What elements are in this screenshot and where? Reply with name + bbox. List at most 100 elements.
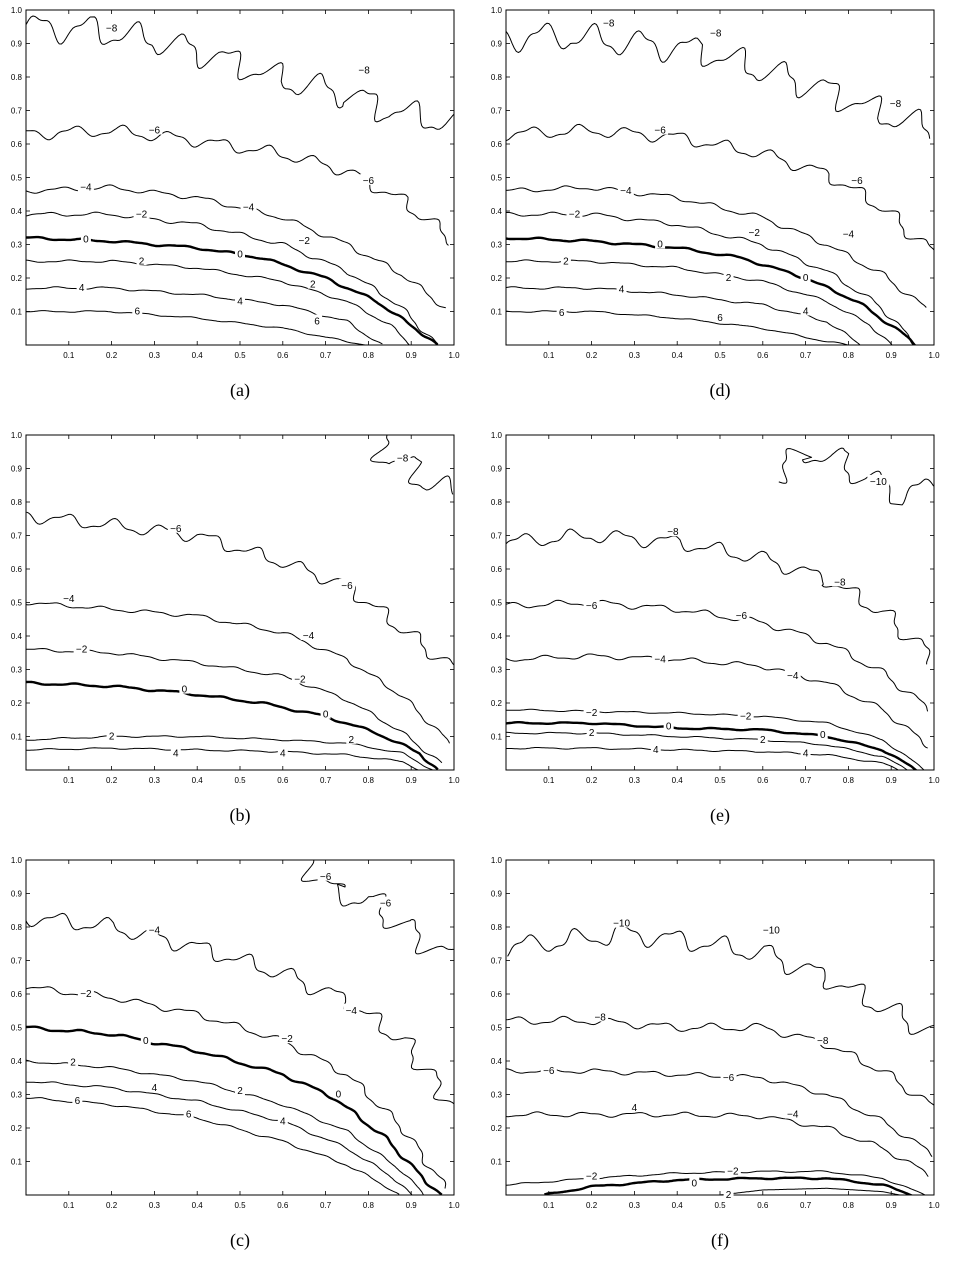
x-tick-label: 0.1 — [543, 1201, 555, 1210]
y-tick-label: 0.7 — [11, 107, 23, 116]
x-tick-label: 0.4 — [672, 351, 684, 360]
contour-plot-svg: 0.1 0.2 0.3 0.4 0.5 0.6 0.7 0.8 0.9 1.0 0.1 0.2 0.3 0… — [491, 856, 940, 1210]
contour-line-minus-6 — [26, 124, 449, 246]
contour-label-bg — [556, 306, 567, 318]
contour-label-bg — [664, 525, 681, 537]
contour-label-bg — [179, 682, 190, 694]
contour-plot-svg: 0.1 0.2 0.3 0.4 0.5 0.6 0.7 0.8 0.9 1.0 0.1 0.2 0.3 0… — [11, 431, 460, 785]
contour-label: 4 — [280, 1116, 286, 1127]
contour-label: −4 — [63, 594, 75, 605]
contour-label: 6 — [75, 1096, 81, 1107]
contour-label-bg — [183, 1107, 194, 1119]
y-tick-label: 0.7 — [491, 107, 503, 116]
contour-label: −2 — [136, 209, 148, 220]
contour-label: −2 — [586, 708, 598, 719]
x-tick-label: 0.1 — [543, 776, 555, 785]
x-tick-label: 0.2 — [586, 351, 598, 360]
contour-label: −2 — [740, 711, 752, 722]
contour-label: −4 — [149, 925, 161, 936]
contour-line-0 — [26, 680, 439, 770]
contour-label-bg — [133, 207, 150, 219]
y-tick-label: 0.1 — [491, 1158, 503, 1167]
x-tick-label: 0.3 — [629, 1201, 641, 1210]
x-tick-label: 0.2 — [586, 776, 598, 785]
x-tick-label: 0.7 — [800, 1201, 812, 1210]
contour-label: 0 — [692, 1178, 698, 1189]
x-tick-label: 0.6 — [757, 1201, 769, 1210]
contour-label-bg — [784, 1107, 801, 1119]
contour-label: −6 — [149, 126, 161, 137]
contour-label: −2 — [281, 1034, 293, 1045]
contour-line-2 — [26, 259, 410, 345]
contour-line-minus-2 — [506, 708, 925, 770]
y-tick-label: 0.1 — [11, 308, 23, 317]
x-tick-label: 1.0 — [448, 1201, 460, 1210]
x-tick-label: 0.2 — [106, 776, 118, 785]
contour-label-bg — [663, 719, 674, 731]
contour-label-bg — [291, 672, 308, 684]
y-tick-label: 0.2 — [491, 274, 503, 283]
contour-label: −6 — [723, 1073, 735, 1084]
contour-label: 4 — [79, 283, 85, 294]
contour-label: −8 — [397, 453, 409, 464]
y-tick-label: 1.0 — [11, 6, 23, 15]
x-tick-label: 0.6 — [757, 776, 769, 785]
contour-label: −4 — [620, 186, 632, 197]
contour-label-bg — [840, 227, 857, 239]
contour-label-bg — [77, 180, 94, 192]
x-tick-label: 0.9 — [406, 1201, 418, 1210]
contour-label-bg — [566, 207, 583, 219]
y-tick-label: 0.3 — [491, 666, 503, 675]
contour-label: 0 — [657, 240, 663, 251]
x-tick-label: 0.1 — [63, 776, 75, 785]
contour-label-bg — [652, 123, 669, 135]
contour-label-bg — [831, 575, 848, 587]
contour-label: −4 — [843, 229, 855, 240]
x-tick-label: 0.4 — [192, 351, 204, 360]
contour-line-minus-8 — [370, 435, 454, 495]
contour-label: 0 — [803, 273, 809, 284]
contour-line-minus-6 — [26, 511, 454, 666]
y-tick-label: 0.2 — [491, 1124, 503, 1133]
y-tick-label: 0.9 — [11, 890, 23, 899]
contour-label: −2 — [586, 1172, 598, 1183]
contour-label-bg — [723, 1188, 734, 1199]
contour-label-bg — [149, 1080, 160, 1092]
contour-label: 6 — [134, 307, 140, 318]
y-tick-label: 0.5 — [491, 174, 503, 183]
contour-label-bg — [629, 1100, 640, 1112]
contour-label-bg — [343, 1003, 360, 1015]
contour-label-bg — [146, 123, 163, 135]
x-tick-label: 0.6 — [277, 1201, 289, 1210]
panel-caption: (c) — [230, 1230, 250, 1250]
x-tick-label: 0.3 — [629, 776, 641, 785]
x-tick-label: 0.3 — [149, 776, 161, 785]
contour-label: −8 — [358, 65, 370, 76]
contour-label-bg — [760, 923, 783, 935]
y-tick-label: 0.7 — [491, 532, 503, 541]
contour-label-bg — [307, 277, 318, 289]
contour-label: −6 — [736, 611, 748, 622]
plot-frame — [25, 434, 455, 771]
panel-caption: (b) — [229, 805, 251, 825]
contour-label-bg — [60, 592, 77, 604]
x-tick-label: 0.8 — [843, 776, 855, 785]
contour-label-bg — [586, 726, 597, 738]
x-tick-label: 0.5 — [234, 351, 246, 360]
contour-label: 4 — [619, 285, 625, 296]
contour-label: −6 — [170, 524, 182, 535]
contour-label: 2 — [726, 1190, 732, 1201]
x-tick-label: 0.6 — [277, 351, 289, 360]
y-tick-label: 0.8 — [11, 923, 23, 932]
contour-label-bg — [757, 732, 768, 744]
contour-label: 2 — [563, 256, 569, 267]
contour-line-minus-4 — [26, 912, 454, 1105]
x-tick-label: 0.6 — [277, 776, 289, 785]
contour-label: 0 — [336, 1090, 342, 1101]
x-tick-label: 0.5 — [234, 776, 246, 785]
x-tick-label: 0.1 — [543, 351, 555, 360]
contour-label: −4 — [80, 183, 92, 194]
panel-caption: (a) — [230, 380, 250, 400]
y-tick-label: 0.2 — [491, 699, 503, 708]
